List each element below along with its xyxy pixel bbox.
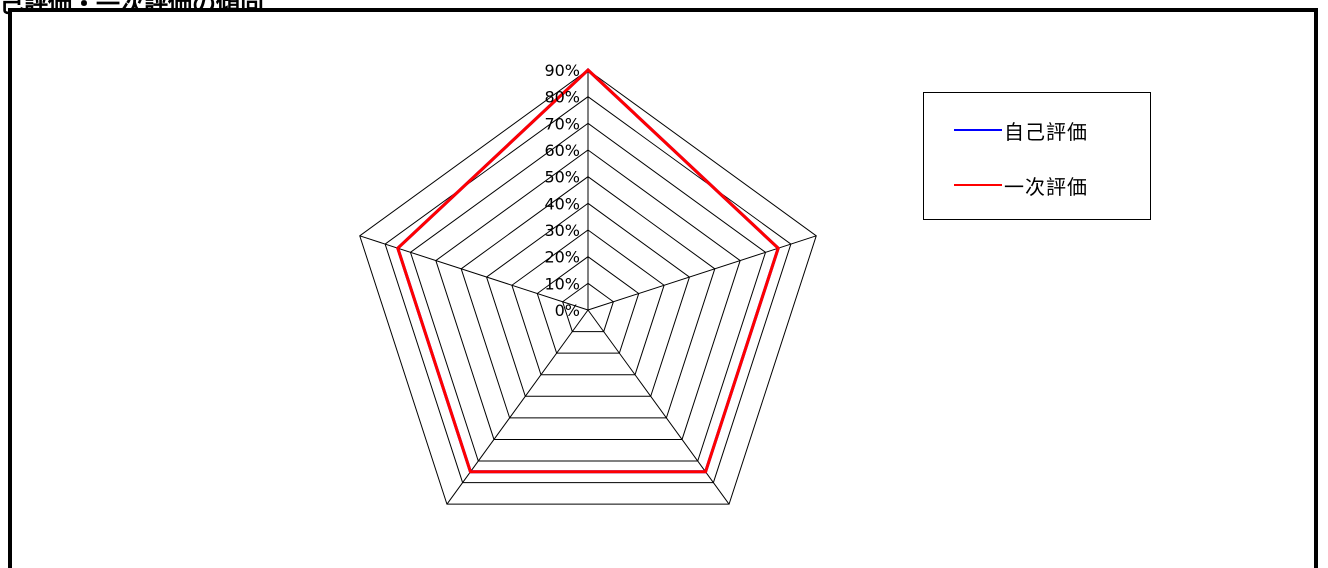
radar-chart: 0% 10% 20% 30% 40% 50% 60% 70% 80% 90% [359, 61, 817, 505]
legend-item-primary: 一次評価 [954, 170, 1088, 200]
r-tick-label: 20% [544, 248, 580, 267]
chart-area: 0% 10% 20% 30% 40% 50% 60% 70% 80% 90% 自己評価 一次評価 [8, 8, 1318, 568]
legend-swatch-self [954, 129, 1002, 131]
grid-ring-9 [359, 69, 817, 505]
grid-ring-6 [435, 149, 741, 440]
r-tick-label: 60% [544, 141, 580, 160]
r-tick-label: 90% [544, 61, 580, 80]
grid-ring-7 [409, 122, 767, 462]
radar-axis-2 [587, 309, 730, 505]
r-tick-label: 80% [544, 88, 580, 107]
legend-item-self: 自己評価 [954, 115, 1088, 145]
radar-axis-3 [446, 309, 589, 505]
r-tick-label: 40% [544, 194, 580, 213]
r-tick-label: 70% [544, 114, 580, 133]
legend-label-primary: 一次評価 [1004, 174, 1088, 199]
legend-swatch-primary [954, 184, 1002, 186]
grid-ring-3 [511, 229, 665, 376]
legend-label-self: 自己評価 [1004, 119, 1088, 144]
radar-series [396, 67, 780, 474]
grid-ring-4 [485, 202, 691, 397]
r-tick-label: 10% [544, 274, 580, 293]
r-tick-label: 30% [544, 221, 580, 240]
grid-ring-5 [460, 176, 716, 419]
grid-ring-8 [384, 96, 792, 484]
chart-legend: 自己評価 一次評価 [923, 92, 1151, 220]
radar-tick-labels: 0% 10% 20% 30% 40% 50% 60% 70% 80% 90% [544, 61, 580, 320]
radar-grid [359, 69, 817, 505]
r-tick-label: 0% [555, 301, 580, 320]
r-tick-label: 50% [544, 168, 580, 187]
grid-ring-1 [562, 282, 614, 333]
grid-ring-2 [536, 256, 640, 354]
series-line-1 [396, 67, 780, 474]
